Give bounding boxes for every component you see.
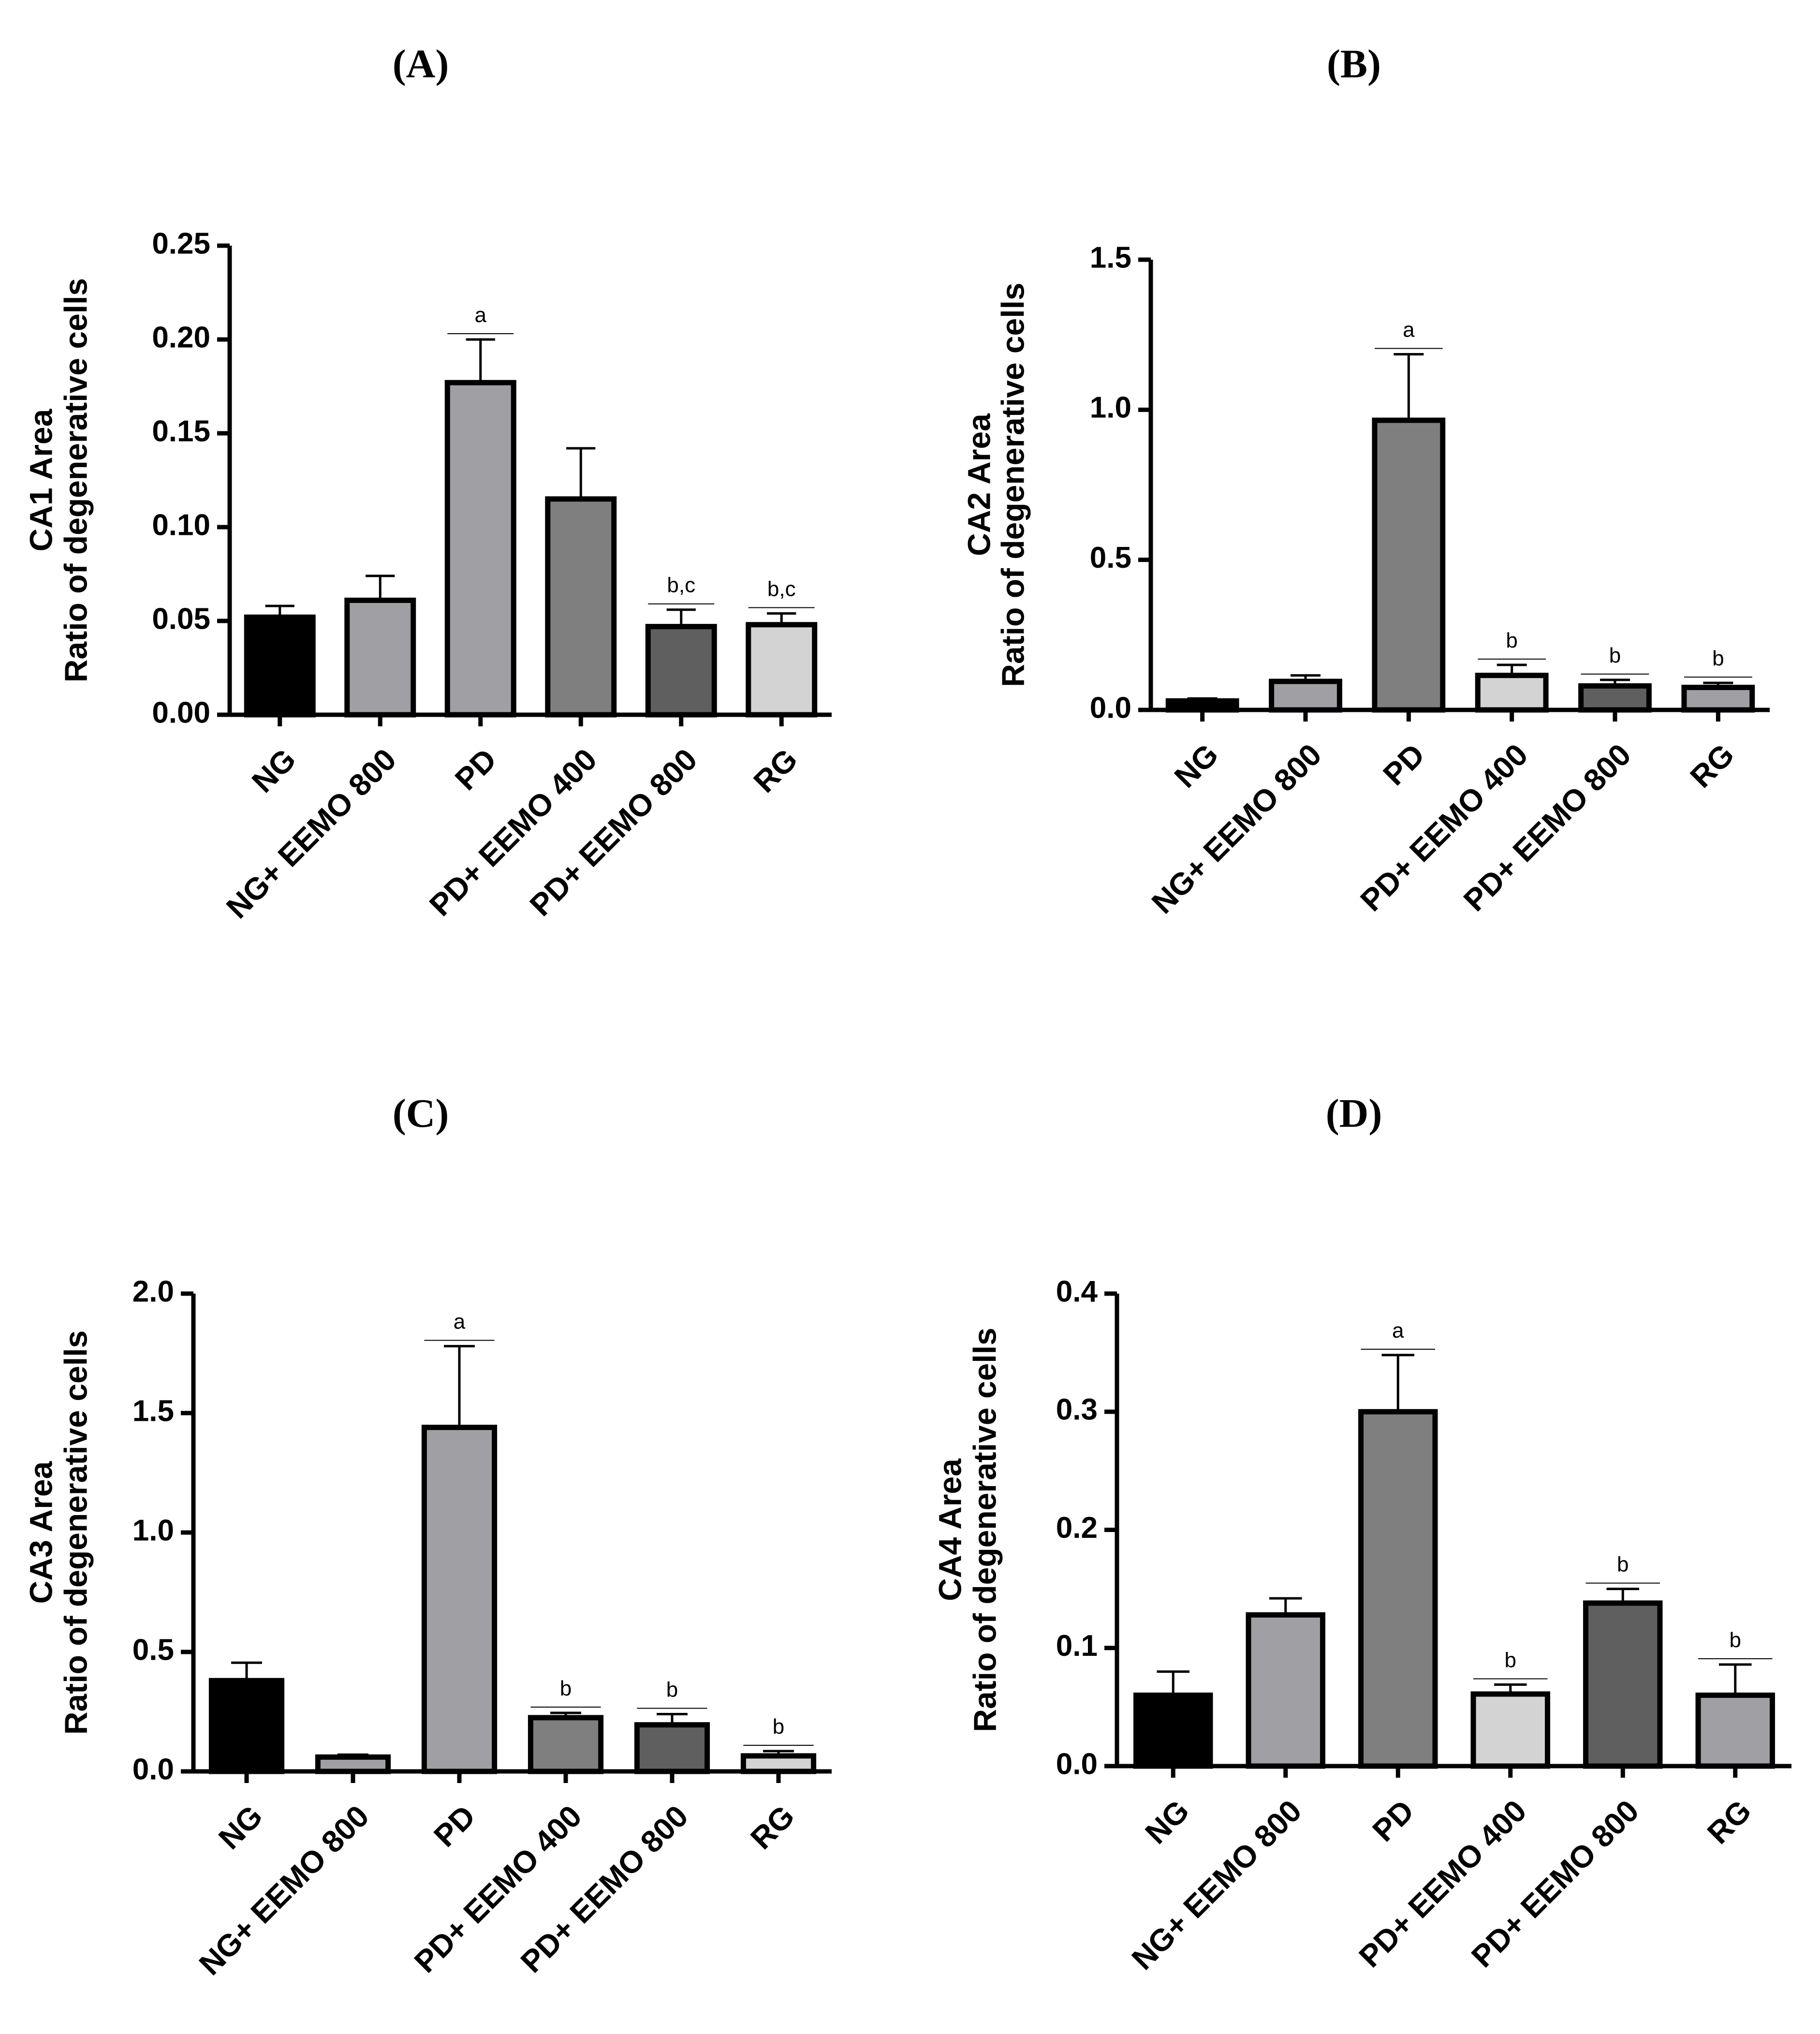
y-tick-label: 0.25 bbox=[152, 227, 210, 260]
panel-title: (C) bbox=[393, 1091, 449, 1136]
bar bbox=[1165, 698, 1239, 713]
y-tick-label: 0.00 bbox=[152, 696, 210, 729]
x-tick-label: PD+ EEMO 800 bbox=[523, 742, 704, 923]
bar bbox=[1246, 1612, 1325, 1769]
bar bbox=[645, 624, 717, 718]
y-axis-label: Ratio of degenerative cells bbox=[58, 278, 93, 682]
y-tick-label: 0.0 bbox=[1056, 1747, 1098, 1781]
y-tick-label: 0.5 bbox=[132, 1633, 174, 1666]
y-axis-label: Ratio of degenerative cells bbox=[967, 1327, 1002, 1732]
y-tick-label: 0.1 bbox=[1056, 1629, 1098, 1663]
x-tick-label: PD+ EEMO 400 bbox=[423, 742, 603, 923]
y-tick-label: 2.0 bbox=[132, 1275, 174, 1308]
y-tick-label: 0.10 bbox=[152, 508, 210, 542]
y-axis-label: Ratio of degenerative cells bbox=[58, 1330, 93, 1735]
y-tick-label: 0.5 bbox=[1090, 541, 1131, 575]
y-tick-label: 0.15 bbox=[152, 414, 210, 448]
y-axis-label: CA1 Area bbox=[23, 408, 59, 551]
bar bbox=[315, 1754, 391, 1774]
y-tick-label: 0.05 bbox=[152, 602, 210, 635]
bar bbox=[1372, 417, 1446, 713]
x-tick-label: NG+ EEMO 800 bbox=[220, 742, 403, 925]
bar bbox=[421, 1425, 498, 1774]
significance-label: b,c bbox=[767, 577, 796, 601]
x-tick-label: PD bbox=[1365, 1793, 1421, 1848]
y-axis-label: CA2 Area bbox=[961, 413, 997, 556]
y-tick-label: 0.0 bbox=[132, 1753, 174, 1786]
bar bbox=[740, 1753, 817, 1774]
significance-label: b bbox=[1505, 1648, 1516, 1672]
significance-label: b bbox=[1712, 647, 1724, 670]
x-tick-label: RG bbox=[744, 1798, 801, 1856]
bar bbox=[545, 496, 617, 718]
y-tick-label: 0.3 bbox=[1056, 1393, 1098, 1427]
panel-title: (B) bbox=[1327, 42, 1381, 87]
significance-label: b bbox=[1617, 1553, 1629, 1577]
x-tick-label: PD bbox=[448, 742, 503, 797]
bar bbox=[1133, 1692, 1213, 1769]
significance-label: a bbox=[475, 303, 487, 327]
bar bbox=[208, 1678, 285, 1774]
bar bbox=[634, 1722, 710, 1774]
bar bbox=[1681, 684, 1755, 713]
y-tick-label: 1.0 bbox=[1090, 391, 1131, 425]
significance-label: b bbox=[560, 1677, 572, 1700]
significance-label: b bbox=[1730, 1628, 1741, 1652]
bar bbox=[1695, 1692, 1775, 1769]
bar bbox=[344, 597, 416, 718]
bar bbox=[528, 1715, 604, 1774]
x-tick-label: NG bbox=[245, 742, 303, 799]
x-tick-label: RG bbox=[1683, 737, 1741, 795]
y-tick-label: 0.4 bbox=[1056, 1275, 1098, 1308]
y-tick-label: 1.5 bbox=[1090, 241, 1131, 274]
y-axis-label: CA4 Area bbox=[932, 1458, 968, 1601]
panel-title: (D) bbox=[1326, 1091, 1382, 1136]
x-tick-label: NG bbox=[212, 1798, 269, 1856]
significance-label: a bbox=[454, 1310, 466, 1334]
significance-label: b bbox=[666, 1678, 678, 1701]
bar bbox=[1470, 1691, 1550, 1769]
y-tick-label: 0.20 bbox=[152, 321, 210, 354]
significance-label: b,c bbox=[667, 574, 695, 597]
x-tick-label: PD bbox=[427, 1798, 482, 1854]
y-tick-label: 1.5 bbox=[132, 1394, 174, 1428]
bar bbox=[1583, 1600, 1663, 1769]
x-tick-label: NG bbox=[1138, 1793, 1196, 1851]
y-tick-label: 0.0 bbox=[1090, 691, 1131, 724]
x-tick-label: RG bbox=[747, 742, 804, 799]
significance-label: a bbox=[1403, 318, 1415, 342]
significance-label: b bbox=[1609, 644, 1621, 667]
bar bbox=[1578, 683, 1652, 713]
x-tick-label: RG bbox=[1701, 1793, 1758, 1851]
significance-label: b bbox=[1506, 629, 1517, 652]
panel-title: (A) bbox=[393, 42, 449, 87]
significance-label: a bbox=[1392, 1319, 1404, 1342]
significance-label: b bbox=[773, 1715, 784, 1739]
y-axis-label: CA3 Area bbox=[23, 1460, 59, 1604]
bar bbox=[244, 614, 316, 718]
bar bbox=[746, 622, 818, 718]
y-tick-label: 1.0 bbox=[132, 1514, 174, 1547]
x-tick-label: PD bbox=[1376, 737, 1431, 792]
bar bbox=[1475, 673, 1549, 713]
bar bbox=[1358, 1409, 1438, 1769]
x-tick-label: NG bbox=[1168, 737, 1225, 795]
y-axis-label: Ratio of degenerative cells bbox=[995, 282, 1030, 687]
bar bbox=[444, 380, 516, 718]
bar bbox=[1269, 678, 1342, 713]
y-tick-label: 0.2 bbox=[1056, 1511, 1098, 1545]
